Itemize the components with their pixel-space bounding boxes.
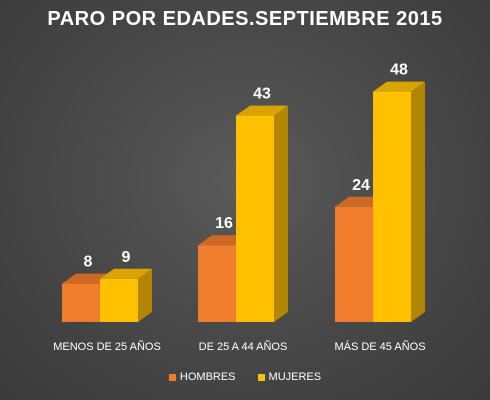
- data-label-mujeres-2: 43: [253, 86, 271, 103]
- category-label-1: MENOS DE 25 AÑOS: [53, 340, 161, 353]
- legend-item-hombres: HOMBRES: [168, 371, 236, 383]
- legend-swatch-mujeres: [257, 373, 265, 381]
- bar-mujeres-1-top: [100, 268, 152, 279]
- category-label-2: DE 25 A 44 AÑOS: [199, 340, 288, 353]
- data-label-hombres-1: 8: [84, 254, 93, 271]
- bar-hombres-1: [62, 283, 100, 322]
- legend-swatch-hombres: [168, 373, 176, 381]
- bar-mujeres-1: [100, 278, 138, 322]
- bar-mujeres-1-side: [138, 268, 152, 322]
- data-label-hombres-3: 24: [352, 177, 370, 194]
- category-label-3: MÁS DE 45 AÑOS: [334, 340, 425, 353]
- bar-mujeres-2-side: [274, 105, 288, 322]
- data-label-hombres-2: 16: [215, 215, 233, 232]
- bar-mujeres-2: [236, 115, 274, 322]
- bar-hombres-2: [198, 245, 236, 322]
- bar-hombres-3: [335, 206, 373, 322]
- bar-mujeres-3-side: [411, 81, 425, 322]
- chart-legend: HOMBRES MUJERES: [0, 371, 490, 383]
- data-label-mujeres-1: 9: [122, 249, 131, 266]
- bar-mujeres-2-top: [236, 105, 288, 116]
- bar-mujeres-3-top: [373, 81, 425, 92]
- data-label-mujeres-3: 48: [390, 62, 408, 79]
- legend-item-mujeres: MUJERES: [257, 371, 322, 383]
- legend-label-hombres: HOMBRES: [179, 371, 236, 383]
- legend-label-mujeres: MUJERES: [268, 371, 322, 383]
- bar-mujeres-3: [373, 91, 411, 322]
- chart-title: PARO POR EDADES.SEPTIEMBRE 2015: [47, 8, 443, 30]
